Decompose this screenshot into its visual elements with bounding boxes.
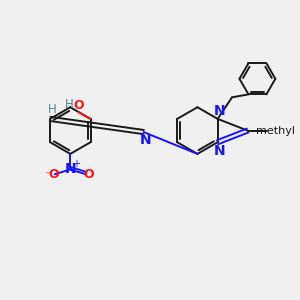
Text: O: O <box>48 168 59 181</box>
Text: N: N <box>64 162 76 176</box>
Text: ⁻: ⁻ <box>45 170 50 180</box>
Text: H: H <box>48 103 57 116</box>
Text: H: H <box>65 98 74 111</box>
Text: O: O <box>73 99 84 112</box>
Text: O: O <box>83 168 94 181</box>
Text: N: N <box>213 103 225 118</box>
Text: N: N <box>213 144 225 158</box>
Text: methyl: methyl <box>256 126 296 136</box>
Text: +: + <box>72 159 80 169</box>
Text: N: N <box>139 134 151 147</box>
